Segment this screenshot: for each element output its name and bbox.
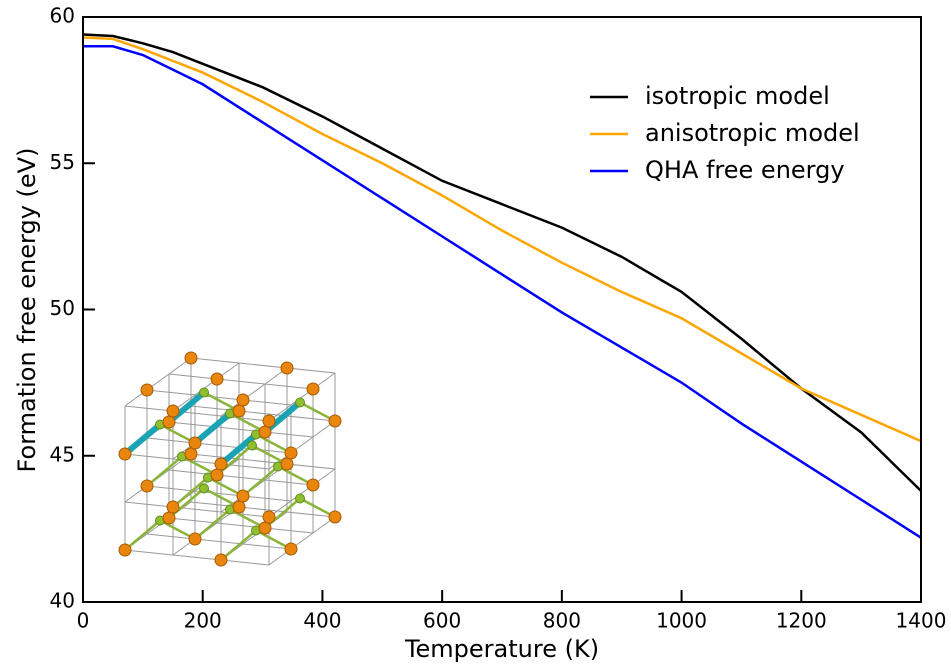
atom-orange	[188, 436, 202, 450]
lattice-line	[190, 453, 336, 470]
atom-orange	[140, 383, 154, 397]
atom-orange	[162, 511, 176, 525]
lattice-line	[168, 469, 314, 486]
y-tick-label: 55	[50, 150, 75, 174]
bond	[299, 401, 336, 423]
bond	[146, 455, 183, 487]
atom-orange	[184, 351, 198, 365]
lattice-line	[146, 485, 292, 502]
atom-orange	[118, 447, 132, 461]
lattice-line	[146, 533, 292, 550]
x-tick-label: 200	[184, 609, 222, 633]
bond	[193, 411, 232, 446]
series-line	[83, 45, 922, 539]
atom-orange	[328, 510, 342, 524]
atom-green	[199, 483, 209, 494]
atom-orange	[214, 553, 228, 567]
bond	[172, 476, 209, 508]
x-tick-label: 400	[303, 609, 341, 633]
atom-orange	[258, 425, 272, 439]
atom-orange	[162, 415, 176, 429]
x-tick-label: 600	[423, 609, 461, 633]
atom-orange	[118, 543, 132, 557]
legend-label: anisotropic model	[645, 119, 860, 147]
lattice-line	[146, 389, 292, 406]
bond	[220, 529, 257, 561]
bond	[299, 497, 336, 519]
lattice-line	[190, 405, 336, 422]
atom-orange	[262, 510, 276, 524]
bond	[123, 422, 162, 457]
y-tick-label: 40	[50, 589, 75, 613]
lattice-line	[146, 437, 292, 454]
atom-orange	[210, 468, 224, 482]
lattice-line	[124, 501, 270, 518]
lattice-line	[124, 549, 270, 566]
lattice-line	[268, 516, 336, 566]
atom-green	[295, 493, 305, 504]
atom-orange	[166, 404, 180, 418]
crystal-inset	[118, 351, 342, 567]
atom-orange	[328, 414, 342, 428]
x-tick-label: 800	[543, 609, 581, 633]
series-line	[82, 33, 922, 492]
bond	[124, 519, 161, 551]
plot-area	[82, 16, 922, 603]
atom-orange	[210, 372, 224, 386]
plot-frame	[82, 16, 922, 603]
y-tick-label: 45	[50, 442, 75, 466]
legend-label: QHA free energy	[645, 156, 845, 184]
lattice-line	[168, 517, 314, 534]
atom-orange	[284, 446, 298, 460]
atom-orange	[262, 414, 276, 428]
y-axis-title: Formation free energy (eV)	[13, 148, 41, 473]
lattice-line	[168, 421, 314, 438]
atom-orange	[306, 382, 320, 396]
bond	[194, 508, 231, 540]
bond	[251, 444, 288, 466]
atom-orange	[214, 457, 228, 471]
lattice-line	[268, 468, 336, 518]
atom-orange	[280, 457, 294, 471]
atom-orange	[140, 479, 154, 493]
lattice-line	[124, 357, 192, 407]
atom-orange	[236, 489, 250, 503]
legend-label: isotropic model	[645, 82, 830, 110]
y-tick-label: 50	[50, 296, 75, 320]
series-line	[82, 36, 922, 443]
atom-orange	[184, 447, 198, 461]
atom-orange	[258, 521, 272, 535]
x-tick-label: 1000	[656, 609, 707, 633]
bond	[242, 465, 279, 497]
atom-green	[295, 397, 305, 408]
x-axis-title: Temperature (K)	[404, 635, 599, 663]
atom-green	[199, 387, 209, 398]
bond	[203, 487, 240, 509]
atom-orange	[188, 532, 202, 546]
bond	[203, 391, 240, 413]
bond	[219, 432, 258, 467]
lattice-line	[268, 372, 336, 422]
lattice-line	[190, 357, 336, 374]
lattice-line	[124, 453, 270, 470]
lattice-line	[124, 405, 270, 422]
y-tick-label: 60	[50, 4, 75, 28]
atom-green	[247, 440, 257, 451]
lattice-line	[168, 373, 314, 390]
atom-orange	[284, 542, 298, 556]
atom-orange	[232, 404, 246, 418]
x-tick-label: 1400	[896, 609, 947, 633]
lattice-line	[190, 501, 336, 518]
lattice-line	[172, 362, 240, 412]
atom-orange	[236, 393, 250, 407]
atom-orange	[232, 500, 246, 514]
atom-orange	[166, 500, 180, 514]
x-tick-label: 1200	[776, 609, 827, 633]
atom-orange	[306, 478, 320, 492]
atom-orange	[280, 361, 294, 375]
x-tick-label: 0	[77, 609, 90, 633]
